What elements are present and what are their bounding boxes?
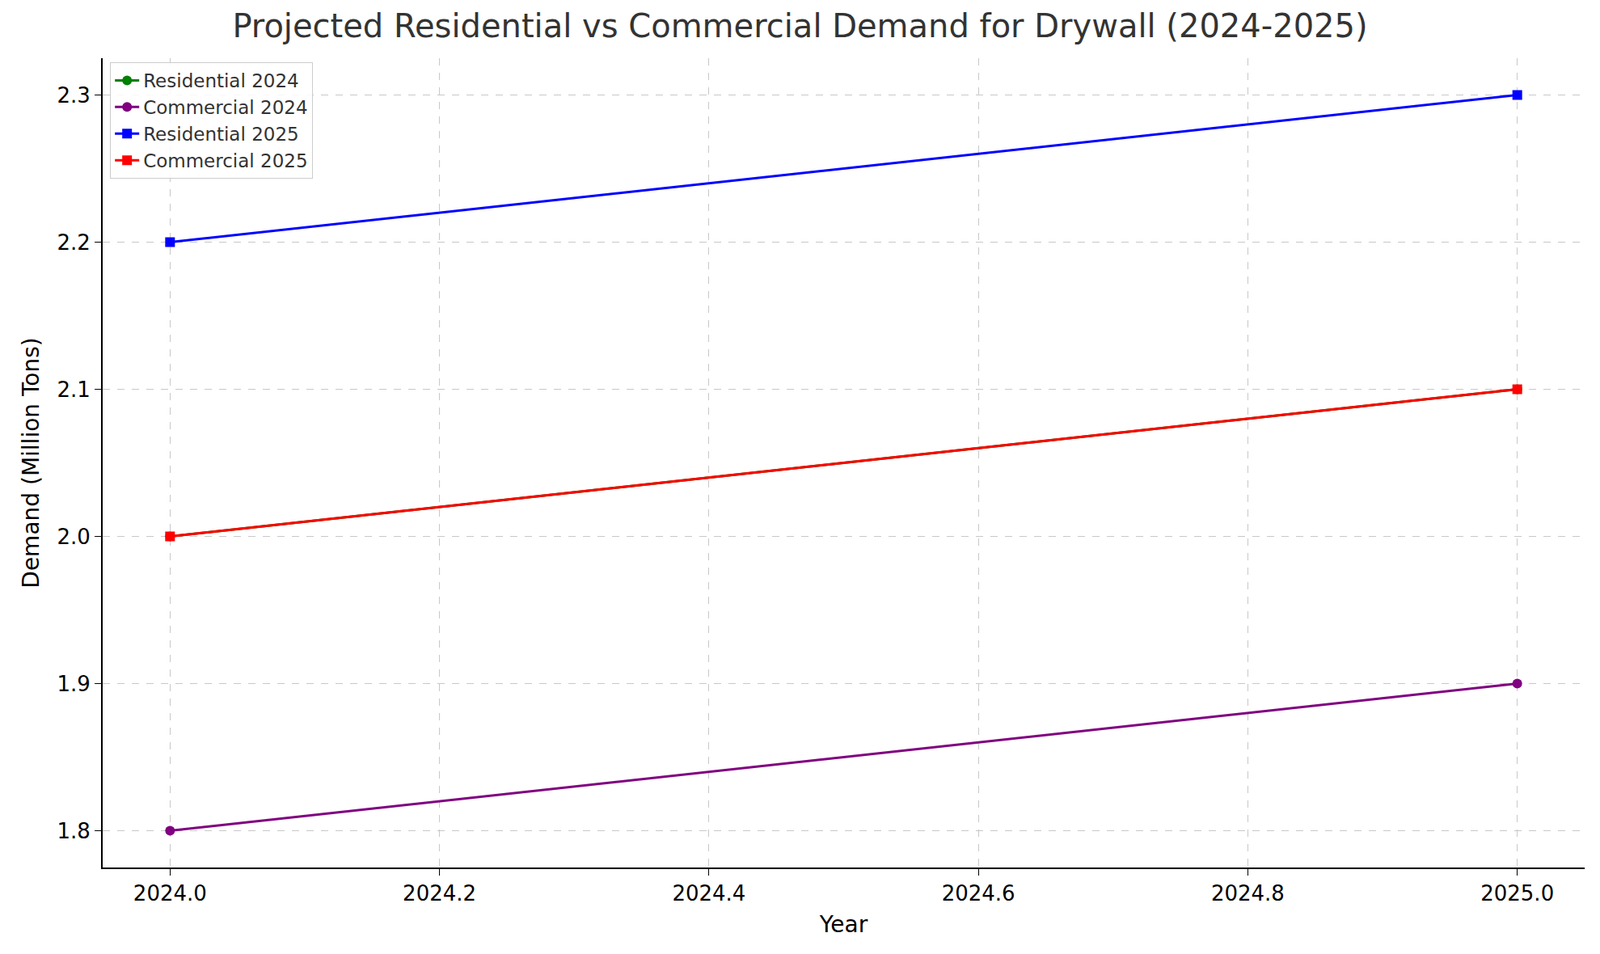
svg-text:Year: Year	[818, 911, 869, 938]
svg-text:Projected Residential vs Comme: Projected Residential vs Commercial Dema…	[232, 7, 1368, 45]
svg-text:2.1: 2.1	[56, 377, 90, 402]
svg-text:Residential 2024: Residential 2024	[143, 70, 300, 92]
svg-text:2024.2: 2024.2	[402, 881, 477, 906]
svg-text:Commercial 2024: Commercial 2024	[143, 97, 308, 119]
svg-text:Residential 2025: Residential 2025	[143, 123, 300, 145]
svg-text:2024.8: 2024.8	[1211, 881, 1285, 906]
svg-text:2024.6: 2024.6	[941, 881, 1016, 906]
svg-text:2024.4: 2024.4	[671, 881, 746, 906]
svg-text:Demand (Million Tons): Demand (Million Tons)	[17, 337, 45, 588]
svg-text:2.0: 2.0	[56, 524, 90, 549]
svg-text:1.9: 1.9	[56, 671, 90, 697]
svg-text:2024.0: 2024.0	[133, 881, 207, 906]
svg-text:2.3: 2.3	[56, 83, 90, 108]
svg-text:Commercial 2025: Commercial 2025	[143, 150, 308, 172]
svg-text:2.2: 2.2	[56, 230, 90, 255]
svg-text:1.8: 1.8	[56, 818, 90, 844]
svg-text:2025.0: 2025.0	[1480, 881, 1554, 906]
